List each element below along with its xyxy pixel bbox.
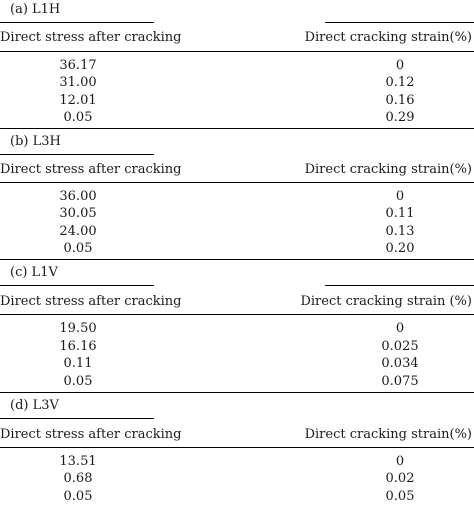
- table-a-row-1-stress: 36.17: [59, 58, 97, 73]
- table-b-row-3-strain: 0.13: [385, 224, 415, 239]
- table-b-row-1-stress: 36.00: [59, 189, 97, 204]
- table-d-top-rule: [0, 418, 154, 419]
- table-a-bottom-rule: [0, 128, 474, 129]
- table-d-header-rule: [0, 447, 474, 448]
- table-a-row-4-stress: 0.05: [63, 110, 93, 125]
- table-c-row-1-strain: 0: [395, 321, 405, 336]
- table-d-row-3-stress: 0.05: [63, 489, 93, 504]
- table-b-header-stress: Direct stress after cracking: [0, 162, 182, 177]
- table-b-top-rule: [0, 154, 154, 155]
- table-a-row-4-strain: 0.29: [385, 110, 415, 125]
- table-a-header-rule: [0, 51, 474, 52]
- table-b-row-4-stress: 0.05: [63, 241, 93, 256]
- table-d-row-2-strain: 0.02: [385, 471, 415, 486]
- table-b-row-2-stress: 30.05: [59, 206, 97, 221]
- table-a-row-2-strain: 0.12: [385, 75, 415, 90]
- table-a-row-1-strain: 0: [395, 58, 405, 73]
- table-d-title: (d) L3V: [10, 398, 59, 413]
- table-d-row-1-strain: 0: [395, 454, 405, 469]
- table-c-header-stress: Direct stress after cracking: [0, 294, 182, 309]
- table-c-row-2-strain: 0.025: [381, 339, 419, 354]
- table-b-title: (b) L3H: [10, 134, 61, 149]
- table-c-row-3-stress: 0.11: [63, 356, 93, 371]
- table-a-header-strain: Direct cracking strain(%): [304, 30, 472, 45]
- table-a-top-rule-right: [325, 22, 474, 23]
- table-d-header-stress: Direct stress after cracking: [0, 427, 182, 442]
- table-c-bottom-rule: [0, 392, 474, 393]
- table-a-top-rule: [0, 22, 154, 23]
- table-b-header-rule: [0, 182, 474, 183]
- table-c-row-2-stress: 16.16: [59, 339, 97, 354]
- table-c-header-rule: [0, 314, 474, 315]
- table-c-row-3-strain: 0.034: [381, 356, 419, 371]
- table-c-top-rule: [0, 285, 154, 286]
- table-a-title: (a) L1H: [10, 2, 61, 17]
- table-b-row-3-stress: 24.00: [59, 224, 97, 239]
- table-d-header-strain: Direct cracking strain(%): [304, 427, 472, 442]
- table-d-row-1-stress: 13.51: [59, 454, 97, 469]
- table-c-title: (c) L1V: [10, 265, 58, 280]
- table-d-row-3-strain: 0.05: [385, 489, 415, 504]
- table-a-header-stress: Direct stress after cracking: [0, 30, 182, 45]
- table-a-row-2-stress: 31.00: [59, 75, 97, 90]
- table-c-row-4-stress: 0.05: [63, 374, 93, 389]
- table-c-top-rule-right: [325, 285, 474, 286]
- table-b-row-1-strain: 0: [395, 189, 405, 204]
- table-d-row-2-stress: 0.68: [63, 471, 93, 486]
- table-b-row-2-strain: 0.11: [385, 206, 415, 221]
- table-b-header-strain: Direct cracking strain(%): [304, 162, 472, 177]
- table-c-header-strain: Direct cracking strain (%): [300, 294, 472, 309]
- table-b-bottom-rule: [0, 259, 474, 260]
- table-c-row-1-stress: 19.50: [59, 321, 97, 336]
- table-b-row-4-strain: 0.20: [385, 241, 415, 256]
- table-a-row-3-strain: 0.16: [385, 93, 415, 108]
- table-c-row-4-strain: 0.075: [381, 374, 419, 389]
- table-a-row-3-stress: 12.01: [59, 93, 97, 108]
